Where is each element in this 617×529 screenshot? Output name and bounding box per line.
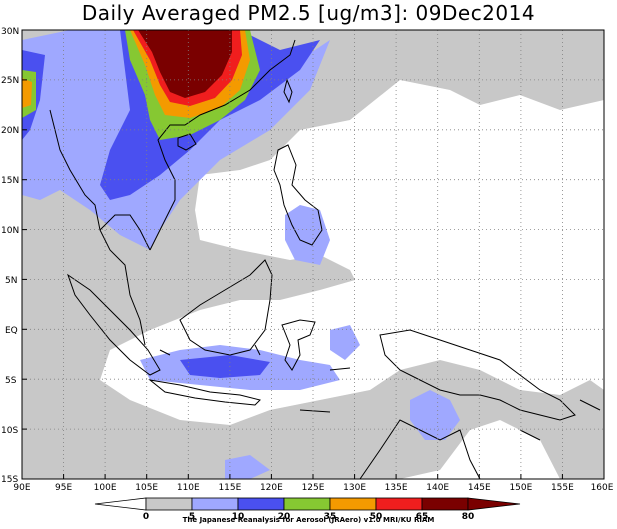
lon-label: 100E [94,483,117,493]
lat-label: EQ [5,326,18,336]
gridlines [22,30,604,479]
lon-label: 125E [302,483,325,493]
colorbar: 0 5 10 20 35 50 65 80 [94,497,521,522]
colorbar-swatch [375,497,423,511]
shade-10-20-f [330,325,360,360]
coast-sumatra [67,273,161,376]
lon-label: 140E [426,483,449,493]
lon-label: 110E [177,483,200,493]
lat-label: 15N [1,176,19,186]
lat-label: 20N [1,126,19,136]
lon-label: 150E [509,483,532,493]
lon-label: 145E [468,483,491,493]
lon-label: 160E [591,483,614,493]
pm25-shading [22,30,604,479]
colorbar-label: 50 [370,512,383,522]
lat-label: 5N [5,276,17,286]
lon-label: 115E [218,483,241,493]
shade-50-65-b [22,78,32,108]
colorbar-label: 80 [462,512,475,522]
lon-label: 130E [343,483,366,493]
shade-10-20-c [285,205,330,265]
lon-label: 155E [551,483,574,493]
coastlines [49,39,601,479]
lon-labels: 90E 95E 100E 105E 110E 115E 120E 125E 13… [13,483,613,493]
shade-10-20-d [410,390,460,440]
colorbar-swatch [191,497,239,511]
lat-labels: 30N 25N 20N 15N 10N 5N EQ 5S 10S 15S [1,27,19,485]
lat-label: 10S [1,426,18,436]
colorbar-swatch [237,497,285,511]
coast-java [148,379,261,406]
coast-indochina [49,39,296,346]
map-title: Daily Averaged PM2.5 [ug/m3]: 09Dec2014 [81,1,536,25]
coast-philippines [273,144,323,246]
colorbar-label: 5 [189,512,195,522]
colorbar-upper-arrow [467,497,521,511]
credit-text: The Japanese Reanalysis for Aerosol (JRA… [182,516,435,524]
lat-label: 10N [1,226,19,236]
colorbar-label: 0 [143,512,149,522]
lon-label: 120E [260,483,283,493]
lon-label: 105E [135,483,158,493]
colorbar-swatch [329,497,377,511]
tick-marks [22,79,563,479]
coast-borneo [179,259,273,356]
colorbar-lower-arrow [94,497,147,511]
shade-20-35-c [180,355,270,378]
colorbar-swatch [421,497,469,511]
coast-taiwan [283,78,293,104]
shade-80plus [138,30,232,98]
colorbar-swatch [283,497,331,511]
lon-label: 135E [385,483,408,493]
coast-islands [159,344,601,441]
lat-label: 5S [5,376,17,386]
shade-10-20-e [225,455,270,479]
coast-sulawesi [281,319,316,371]
lat-label: 30N [1,27,19,37]
colorbar-label: 20 [278,512,291,522]
colorbar-label: 10 [232,512,245,522]
colorbar-label: 65 [416,512,429,522]
colorbar-swatch [145,497,193,511]
lat-label: 15S [1,475,18,485]
coast-australia [359,419,481,479]
lon-label: 90E [13,483,30,493]
lat-label: 25N [1,76,19,86]
lon-label: 95E [55,483,72,493]
colorbar-label: 35 [324,512,337,522]
coast-newguinea [379,329,576,421]
